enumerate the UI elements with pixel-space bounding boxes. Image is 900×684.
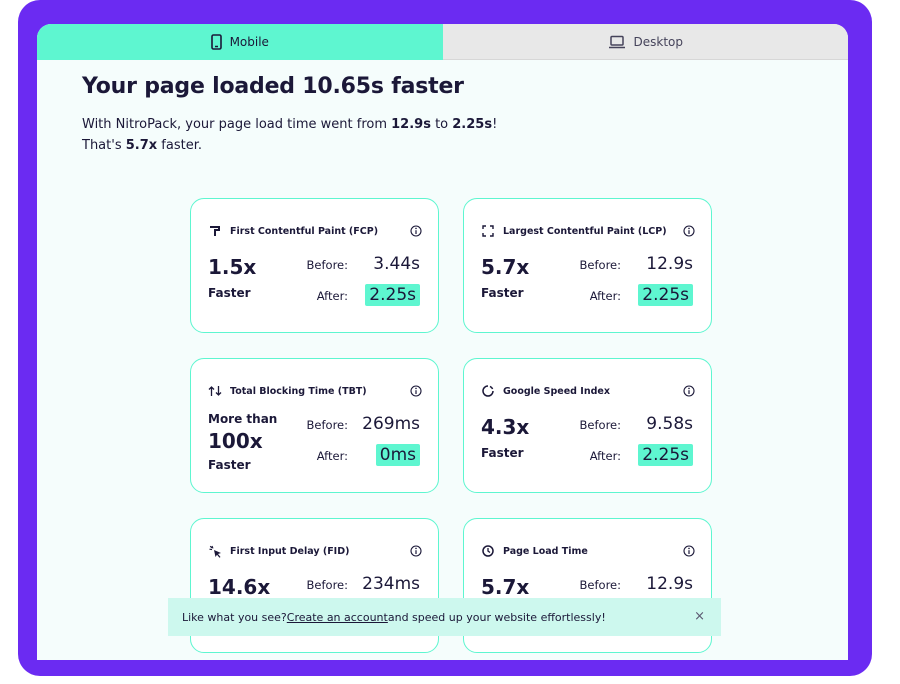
laptop-icon [608,35,625,48]
signup-banner: Like what you see? Create an account and… [168,598,721,636]
phone-icon [210,34,222,50]
summary-text: With NitroPack, your page load time went… [82,114,497,156]
info-icon[interactable] [410,545,422,557]
after-value: 2.25s [365,284,420,306]
info-icon[interactable] [683,385,695,397]
before-label: Before: [579,258,621,272]
create-account-link[interactable]: Create an account [286,610,388,624]
before-label: Before: [306,578,348,592]
summary-to: 2.25s [452,117,493,132]
tab-desktop-label: Desktop [633,34,684,49]
summary-suffix: ! [492,117,498,132]
metric-header: First Input Delay (FID) [208,543,422,559]
after-value: 2.25s [638,444,693,466]
tab-desktop[interactable]: Desktop [442,24,848,60]
before-value: 269ms [362,414,420,434]
close-icon[interactable]: × [694,609,705,624]
metric-header: First Contentful Paint (FCP) [208,223,422,239]
info-icon[interactable] [683,545,695,557]
metric-multiplier: 1.5x [208,255,257,279]
summary-from: 12.9s [391,117,431,132]
after-label: After: [589,289,621,303]
arrows-icon [208,386,222,396]
info-icon[interactable] [410,225,422,237]
after-value: 2.25s [638,284,693,306]
metric-header: Page Load Time [481,543,695,559]
clock-icon [482,545,494,557]
after-label: After: [316,289,348,303]
tab-mobile-label: Mobile [229,35,269,49]
metric-title: Total Blocking Time (TBT) [230,385,367,397]
metric-card-tbt: Total Blocking Time (TBT) More than 100x… [190,358,439,493]
frame-corners-icon [482,225,494,237]
metric-multiplier: 100x [208,429,263,453]
after-label: After: [589,449,621,463]
metric-multiplier: 5.7x [481,255,530,279]
metric-faster-label: Faster [208,286,251,300]
info-icon[interactable] [683,225,695,237]
banner-prefix: Like what you see? [182,610,287,624]
metric-title: Google Speed Index [503,385,610,397]
metric-faster-label: Faster [208,458,251,472]
summary-prefix: With NitroPack, your page load time went… [82,117,392,132]
metric-title: First Input Delay (FID) [230,545,350,557]
metric-prefix: More than [208,412,278,426]
before-value: 3.44s [373,254,420,274]
before-label: Before: [306,258,348,272]
metric-card-lcp: Largest Contentful Paint (LCP) 5.7x Fast… [463,198,712,333]
before-value: 9.58s [646,414,693,434]
before-label: Before: [579,578,621,592]
tab-mobile[interactable]: Mobile [37,24,443,60]
info-icon[interactable] [410,385,422,397]
before-label: Before: [306,418,348,432]
after-label: After: [316,449,348,463]
metric-header: Google Speed Index [481,383,695,399]
report-screen: Mobile Desktop Your page loaded 10.65s f… [37,24,848,660]
before-value: 12.9s [646,574,693,594]
metric-card-gsi: Google Speed Index 4.3x Faster Before: 9… [463,358,712,493]
metric-multiplier: 4.3x [481,415,530,439]
summary-times: 5.7x [125,138,158,153]
page-title: Your page loaded 10.65s faster [82,74,464,99]
banner-suffix: and speed up your website effortlessly! [387,610,606,624]
before-value: 12.9s [646,254,693,274]
summary-line2-suffix: faster. [157,138,202,153]
summary-line2-prefix: That's [82,138,126,153]
metric-title: Largest Contentful Paint (LCP) [503,225,667,237]
metric-faster-label: Faster [481,446,524,460]
after-value: 0ms [375,444,420,466]
before-label: Before: [579,418,621,432]
metric-faster-label: Faster [481,286,524,300]
summary-to-word: to [430,117,453,132]
before-value: 234ms [362,574,420,594]
metric-title: First Contentful Paint (FCP) [230,225,379,237]
paint-icon [210,226,220,236]
metric-multiplier: 14.6x [208,575,271,599]
click-icon [208,545,221,558]
metric-header: Largest Contentful Paint (LCP) [481,223,695,239]
metric-title: Page Load Time [503,545,588,557]
spinner-icon [482,385,494,397]
metric-multiplier: 5.7x [481,575,530,599]
device-tabs: Mobile Desktop [37,24,848,60]
metric-card-fcp: First Contentful Paint (FCP) 1.5x Faster… [190,198,439,333]
metric-header: Total Blocking Time (TBT) [208,383,422,399]
